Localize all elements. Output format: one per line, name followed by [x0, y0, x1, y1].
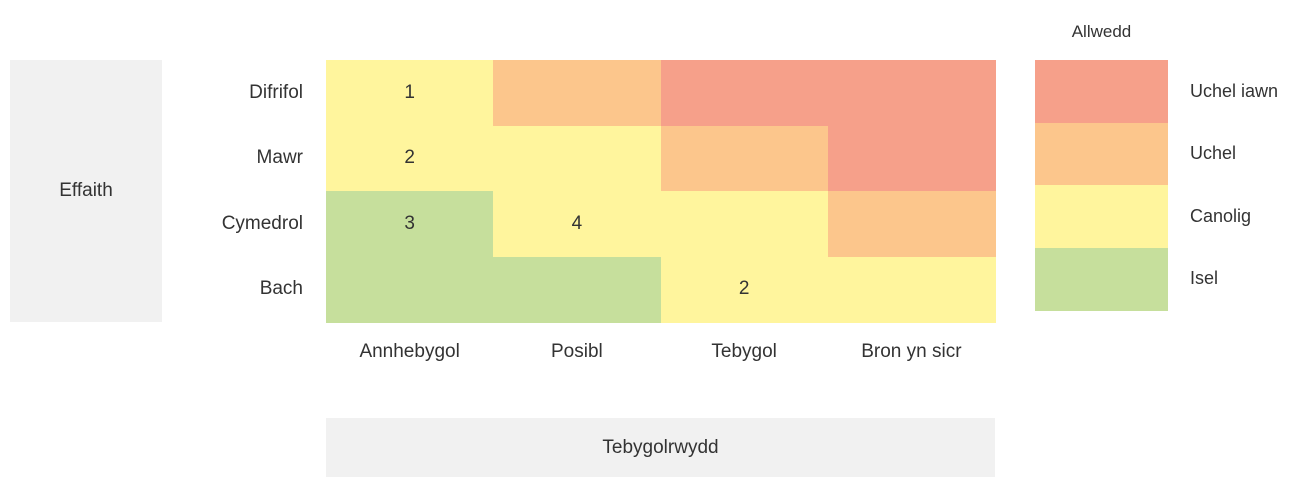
legend-swatch: [1035, 185, 1168, 248]
risk-cell: [326, 125, 494, 192]
cell-count: 2: [404, 147, 415, 169]
row-label: Cymedrol: [221, 212, 303, 234]
row-label: Difrifol: [249, 81, 303, 103]
risk-cell: [827, 60, 996, 126]
risk-cell: [660, 125, 829, 192]
legend-swatch: [1035, 60, 1168, 123]
legend-label: Uchel iawn: [1190, 80, 1279, 101]
column-label: Posibl: [551, 341, 603, 362]
legend-label: Uchel: [1190, 143, 1237, 164]
risk-cell: [326, 191, 494, 257]
risk-cell: [493, 191, 661, 257]
risk-cell: [326, 60, 494, 126]
risk-cell: [827, 256, 996, 323]
risk-cell: [493, 60, 661, 126]
risk-cell: [660, 60, 829, 126]
x-axis-title: Tebygolrwydd: [326, 418, 995, 477]
risk-cell: [660, 191, 829, 257]
legend-label: Canolig: [1190, 205, 1252, 226]
cell-count: 3: [404, 212, 415, 234]
risk-cell: [493, 125, 661, 192]
row-label: Bach: [259, 278, 303, 300]
cell-count: 1: [404, 81, 415, 103]
column-label: Tebygol: [711, 341, 777, 362]
risk-cell: [493, 256, 661, 323]
y-axis-title: Effaith: [10, 60, 162, 322]
risk-cell: [827, 191, 996, 257]
risk-cell: [326, 256, 494, 323]
legend-title: Allwedd: [1071, 22, 1132, 41]
column-label: Annhebygol: [359, 341, 460, 362]
cell-count: 2: [738, 278, 750, 300]
cell-count: 4: [571, 212, 583, 234]
column-label: Bron yn sicr: [861, 341, 962, 362]
legend-swatch: [1035, 247, 1168, 311]
risk-cell: [660, 256, 829, 323]
legend-label: Isel: [1190, 268, 1219, 289]
risk-cell: [827, 125, 996, 192]
legend-swatch: [1035, 122, 1168, 186]
row-label: Mawr: [256, 147, 303, 169]
